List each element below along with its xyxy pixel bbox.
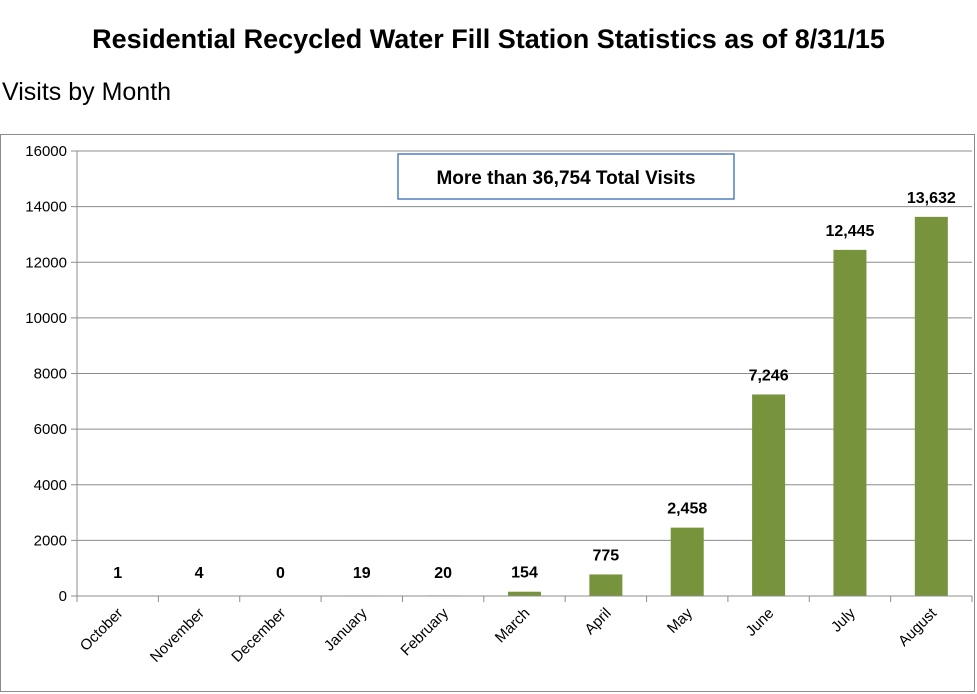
x-tick-label: July	[828, 604, 859, 635]
x-tick-label: May	[664, 604, 696, 636]
x-tick-label: November	[147, 605, 208, 666]
data-label: 0	[276, 565, 285, 582]
x-axis: October November December January February Ma…	[76, 595, 973, 666]
data-label: 154	[511, 565, 538, 582]
y-axis: 0 2000 4000 6000 8000 10000 12000 14000 16000	[25, 143, 78, 605]
y-tick-label: 12000	[25, 254, 67, 271]
data-label: 2,458	[667, 501, 707, 518]
y-tick-label: 4000	[34, 477, 67, 494]
callout-box	[397, 153, 735, 200]
data-label: 20	[434, 565, 452, 582]
data-label: 4	[195, 565, 204, 582]
data-label: 19	[353, 565, 371, 582]
x-tick-label: October	[77, 605, 127, 655]
chart-frame	[0, 134, 975, 692]
total-visits-callout: More than 36,754 Total Visits	[397, 153, 735, 200]
y-tick-label: 0	[59, 588, 67, 605]
y-tick-label: 2000	[34, 532, 67, 549]
gridlines	[77, 150, 972, 597]
bar-march	[508, 591, 541, 596]
x-tick-label: June	[742, 605, 777, 640]
bar-may	[670, 527, 704, 596]
x-tick-label: December	[228, 605, 289, 666]
y-tick-label: 6000	[34, 421, 67, 438]
chart-title: Residential Recycled Water Fill Station …	[92, 24, 885, 54]
y-tick-label: 14000	[25, 199, 67, 216]
callout-text: More than 36,754 Total Visits	[436, 168, 695, 189]
x-tick-label: March	[492, 605, 533, 646]
x-tick-label: February	[397, 604, 452, 659]
y-tick-label: 10000	[25, 310, 67, 327]
bar-july	[833, 249, 867, 596]
data-label: 1	[113, 565, 122, 582]
bar-june	[752, 394, 786, 596]
y-tick-label: 8000	[34, 366, 67, 383]
x-tick-label: April	[581, 605, 614, 638]
data-label: 775	[593, 547, 620, 564]
x-tick-label: August	[895, 604, 941, 650]
bars	[101, 216, 948, 597]
data-label: 12,445	[825, 223, 874, 240]
chart-subtitle: Visits by Month	[2, 78, 172, 106]
data-labels: 1 4 0 19 20 154 775 2,458 7,246 12,445 13,632	[113, 190, 956, 582]
x-tick-label: January	[321, 604, 371, 654]
bar-april	[589, 574, 623, 596]
bar-august	[914, 216, 948, 597]
data-label: 7,246	[749, 367, 789, 384]
data-label: 13,632	[907, 190, 956, 207]
y-tick-label: 16000	[25, 143, 67, 160]
